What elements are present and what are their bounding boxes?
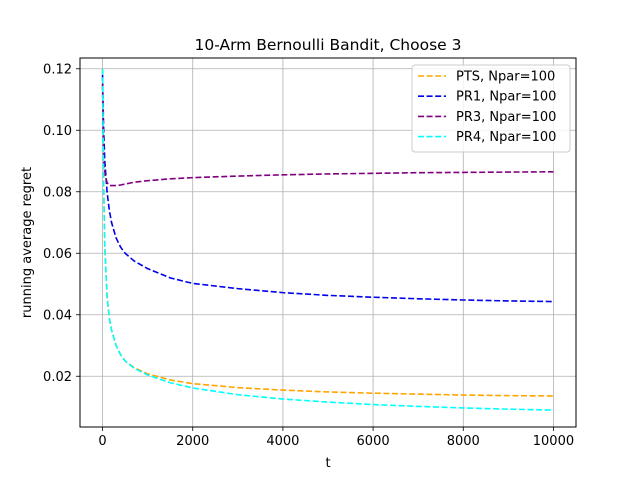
series-line-3: [101, 84, 554, 187]
x-tick-label: 2000: [176, 434, 209, 449]
chart-title: 10-Arm Bernoulli Bandit, Choose 3: [195, 36, 462, 54]
y-tick-label: 0.02: [43, 370, 72, 385]
axis-ticks: 0 2000 4000 6000 8000 10000 0.02 0.04 0.06 0.08 0.…: [43, 62, 574, 449]
x-tick-label: 4000: [266, 434, 299, 449]
legend-label: PTS, Npar=100: [456, 70, 555, 85]
y-axis-label: running average regret: [20, 167, 35, 318]
y-tick-label: 0.10: [43, 124, 72, 139]
y-tick-label: 0.04: [43, 308, 72, 323]
y-tick-label: 0.12: [43, 62, 72, 77]
x-tick-label: 10000: [533, 434, 574, 449]
y-tick-label: 0.08: [43, 185, 72, 200]
legend-label: PR1, Npar=100: [456, 90, 556, 105]
x-tick-label: 0: [98, 434, 106, 449]
x-tick-label: 8000: [447, 434, 480, 449]
legend-label: PR3, Npar=100: [456, 110, 556, 125]
series-line-4: [101, 68, 554, 411]
x-axis-label: t: [325, 456, 330, 471]
series-line-2: [101, 74, 554, 303]
x-tick-label: 6000: [357, 434, 390, 449]
legend: PTS, Npar=100 PR1, Npar=100 PR3, Npar=100 P…: [411, 64, 571, 153]
legend-label: PR4, Npar=100: [456, 130, 556, 145]
plot-frame: [79, 57, 577, 428]
series-lines: [101, 68, 554, 411]
legend-box: [411, 64, 571, 153]
y-tick-label: 0.06: [43, 247, 72, 262]
